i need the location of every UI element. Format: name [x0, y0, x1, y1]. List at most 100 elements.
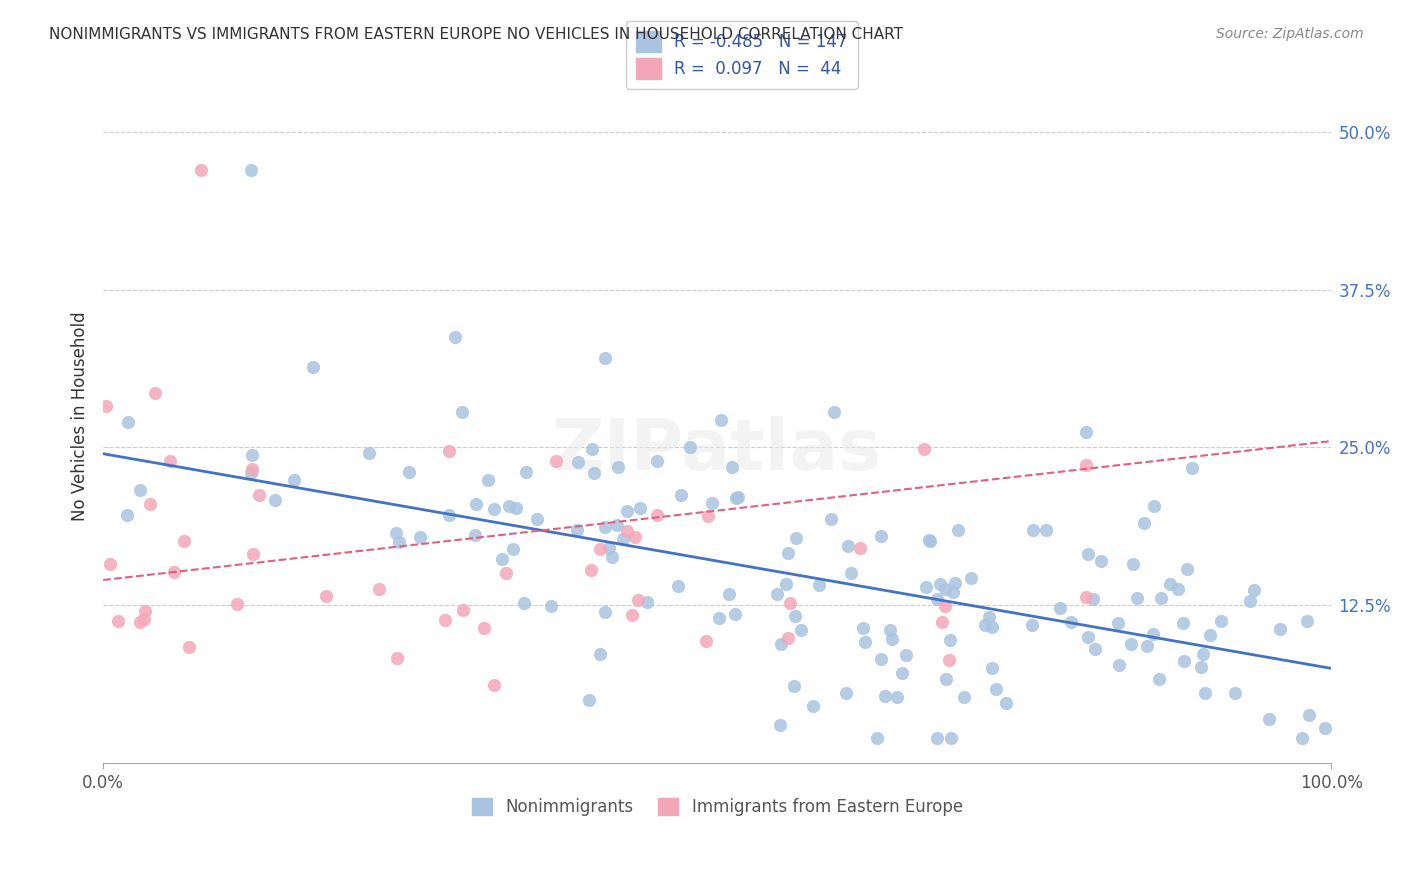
Point	[636, 595, 658, 609]
Text: Source: ZipAtlas.com: Source: ZipAtlas.com	[1216, 27, 1364, 41]
Point	[1257, 712, 1279, 726]
Point	[766, 587, 789, 601]
Point	[163, 565, 186, 579]
Point	[785, 608, 807, 623]
Point	[943, 576, 966, 591]
Point	[115, 508, 138, 522]
Point	[1175, 562, 1198, 576]
Point	[398, 465, 420, 479]
Point	[1192, 648, 1215, 662]
Point	[1296, 614, 1319, 628]
Point	[283, 473, 305, 487]
Point	[718, 587, 741, 601]
Point	[1081, 591, 1104, 606]
Point	[565, 524, 588, 538]
Point	[1122, 557, 1144, 571]
Point	[546, 453, 568, 467]
Point	[173, 533, 195, 548]
Point	[464, 527, 486, 541]
Point	[879, 624, 901, 638]
Point	[1243, 583, 1265, 598]
Point	[1209, 614, 1232, 628]
Point	[616, 524, 638, 538]
Point	[915, 580, 938, 594]
Point	[583, 466, 606, 480]
Point	[823, 405, 845, 419]
Point	[1313, 721, 1336, 735]
Point	[869, 652, 891, 666]
Point	[464, 497, 486, 511]
Point	[986, 681, 1008, 696]
Point	[669, 488, 692, 502]
Point	[880, 632, 903, 646]
Point	[778, 631, 800, 645]
Point	[384, 525, 406, 540]
Point	[177, 640, 200, 655]
Point	[606, 517, 628, 532]
Point	[920, 533, 942, 548]
Point	[96, 399, 118, 413]
Point	[1142, 627, 1164, 641]
Point	[724, 607, 747, 622]
Point	[721, 460, 744, 475]
Point	[1173, 655, 1195, 669]
Point	[1022, 523, 1045, 537]
Point	[437, 444, 460, 458]
Point	[941, 731, 963, 745]
Point	[977, 609, 1000, 624]
Point	[866, 731, 889, 745]
Point	[769, 718, 792, 732]
Point	[820, 512, 842, 526]
Point	[1291, 731, 1313, 745]
Point	[934, 582, 956, 596]
Legend: Nonimmigrants, Immigrants from Eastern Europe: Nonimmigrants, Immigrants from Eastern E…	[464, 789, 972, 824]
Point	[602, 549, 624, 564]
Point	[159, 454, 181, 468]
Point	[668, 579, 690, 593]
Point	[973, 618, 995, 632]
Point	[939, 633, 962, 648]
Y-axis label: No Vehicles in Household: No Vehicles in Household	[72, 311, 89, 521]
Point	[1035, 524, 1057, 538]
Point	[301, 359, 323, 374]
Point	[918, 533, 941, 547]
Point	[498, 499, 520, 513]
Point	[886, 690, 908, 704]
Point	[482, 678, 505, 692]
Point	[1049, 601, 1071, 615]
Point	[117, 415, 139, 429]
Point	[927, 592, 949, 607]
Point	[1108, 658, 1130, 673]
Point	[775, 577, 797, 591]
Point	[942, 585, 965, 599]
Point	[1239, 593, 1261, 607]
Point	[724, 491, 747, 506]
Point	[697, 509, 720, 524]
Point	[359, 446, 381, 460]
Point	[1171, 615, 1194, 630]
Point	[612, 532, 634, 546]
Point	[785, 532, 807, 546]
Point	[264, 493, 287, 508]
Point	[1298, 707, 1320, 722]
Point	[143, 385, 166, 400]
Point	[849, 541, 872, 555]
Point	[801, 698, 824, 713]
Point	[128, 615, 150, 630]
Point	[387, 650, 409, 665]
Point	[695, 633, 717, 648]
Point	[434, 613, 457, 627]
Point	[1090, 554, 1112, 568]
Point	[912, 442, 935, 456]
Point	[981, 661, 1004, 675]
Point	[1189, 660, 1212, 674]
Point	[139, 497, 162, 511]
Point	[589, 542, 612, 557]
Point	[444, 329, 467, 343]
Point	[700, 496, 723, 510]
Point	[388, 535, 411, 549]
Point	[995, 696, 1018, 710]
Point	[1147, 672, 1170, 686]
Point	[852, 621, 875, 635]
Point	[505, 501, 527, 516]
